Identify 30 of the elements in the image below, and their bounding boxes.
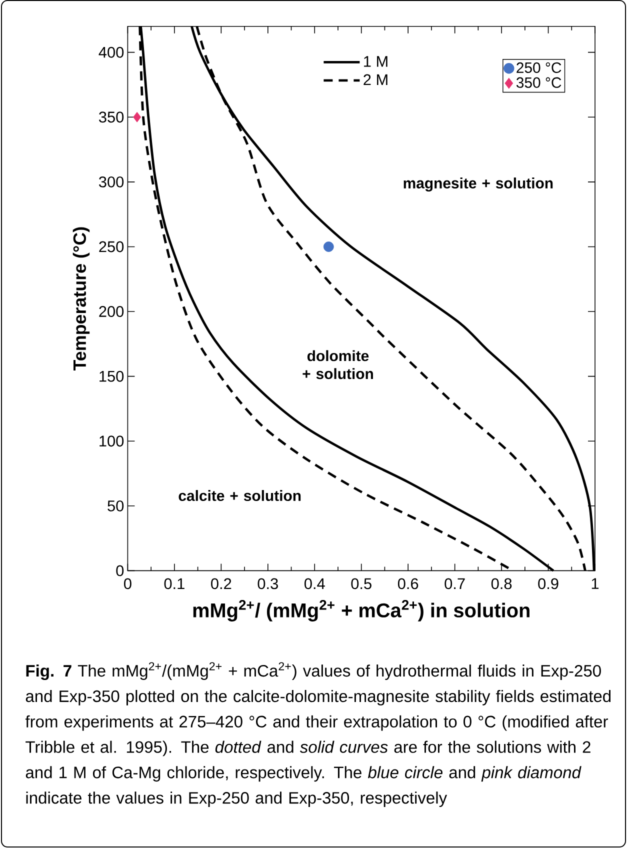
x-tick-label: 0.4 <box>304 578 325 590</box>
y-tick-label: 300 <box>99 176 124 188</box>
legend-label: 1 M <box>364 56 388 67</box>
x-tick-label: 0.7 <box>444 578 465 590</box>
y-tick-label: 50 <box>108 500 124 512</box>
y-tick-label: 100 <box>100 436 124 447</box>
x-axis-title: mMg$^{2+}$/ (mMg$^{2+}$ + mCa$^{2+}$) in solution <box>193 600 530 622</box>
y-tick-label: 350 <box>99 112 124 123</box>
y-axis-title: Temperature (°C) <box>72 227 90 371</box>
x-tick-label: 0.9 <box>538 578 558 590</box>
x-tick-label: 0.3 <box>258 578 278 590</box>
text: Fig. 7 The mMg$^{2+}$/(mMg$^{2+}$ + mCa$^{2+}$) values of hydrothermal fluids in Exp-250 and Exp-350 plotted on the calcite-dolomite-magnesite stability fields estimated from experiments at 275–420 °C and their extrapolation to 0 °C (modified after Tribble et al. 1995). The dotted and solid curves are for the solutions with 2 and 1 M of Ca-Mg chloride, respectively. The blue circle and pink diamond indicate the values in Exp-250 and Exp-350, respectively <box>25 662 611 807</box>
x-tick-label: 0.6 <box>398 578 418 590</box>
annotation: magnesite + solution <box>404 178 553 192</box>
y-tick-label: 0 <box>116 565 124 576</box>
annotation: dolomite + solution <box>302 350 373 380</box>
legend-label: 250 °C <box>516 62 562 73</box>
x-tick-label: 0 <box>124 578 132 590</box>
x-tick-label: 0.2 <box>211 578 232 590</box>
x-tick-label: 0.5 <box>351 578 372 590</box>
legend-label: 350 °C <box>516 77 562 88</box>
annotation: calcite + solution <box>178 490 301 502</box>
x-tick-label: 0.1 <box>164 578 184 590</box>
legend-label: 2 M <box>364 74 388 86</box>
y-tick-label: 150 <box>100 370 124 382</box>
x-tick-label: 0.8 <box>491 578 512 590</box>
y-tick-label: 400 <box>98 46 124 58</box>
y-tick-label: 250 <box>99 241 124 252</box>
y-tick-label: 200 <box>99 306 124 317</box>
x-tick-label: 1 <box>592 578 599 589</box>
